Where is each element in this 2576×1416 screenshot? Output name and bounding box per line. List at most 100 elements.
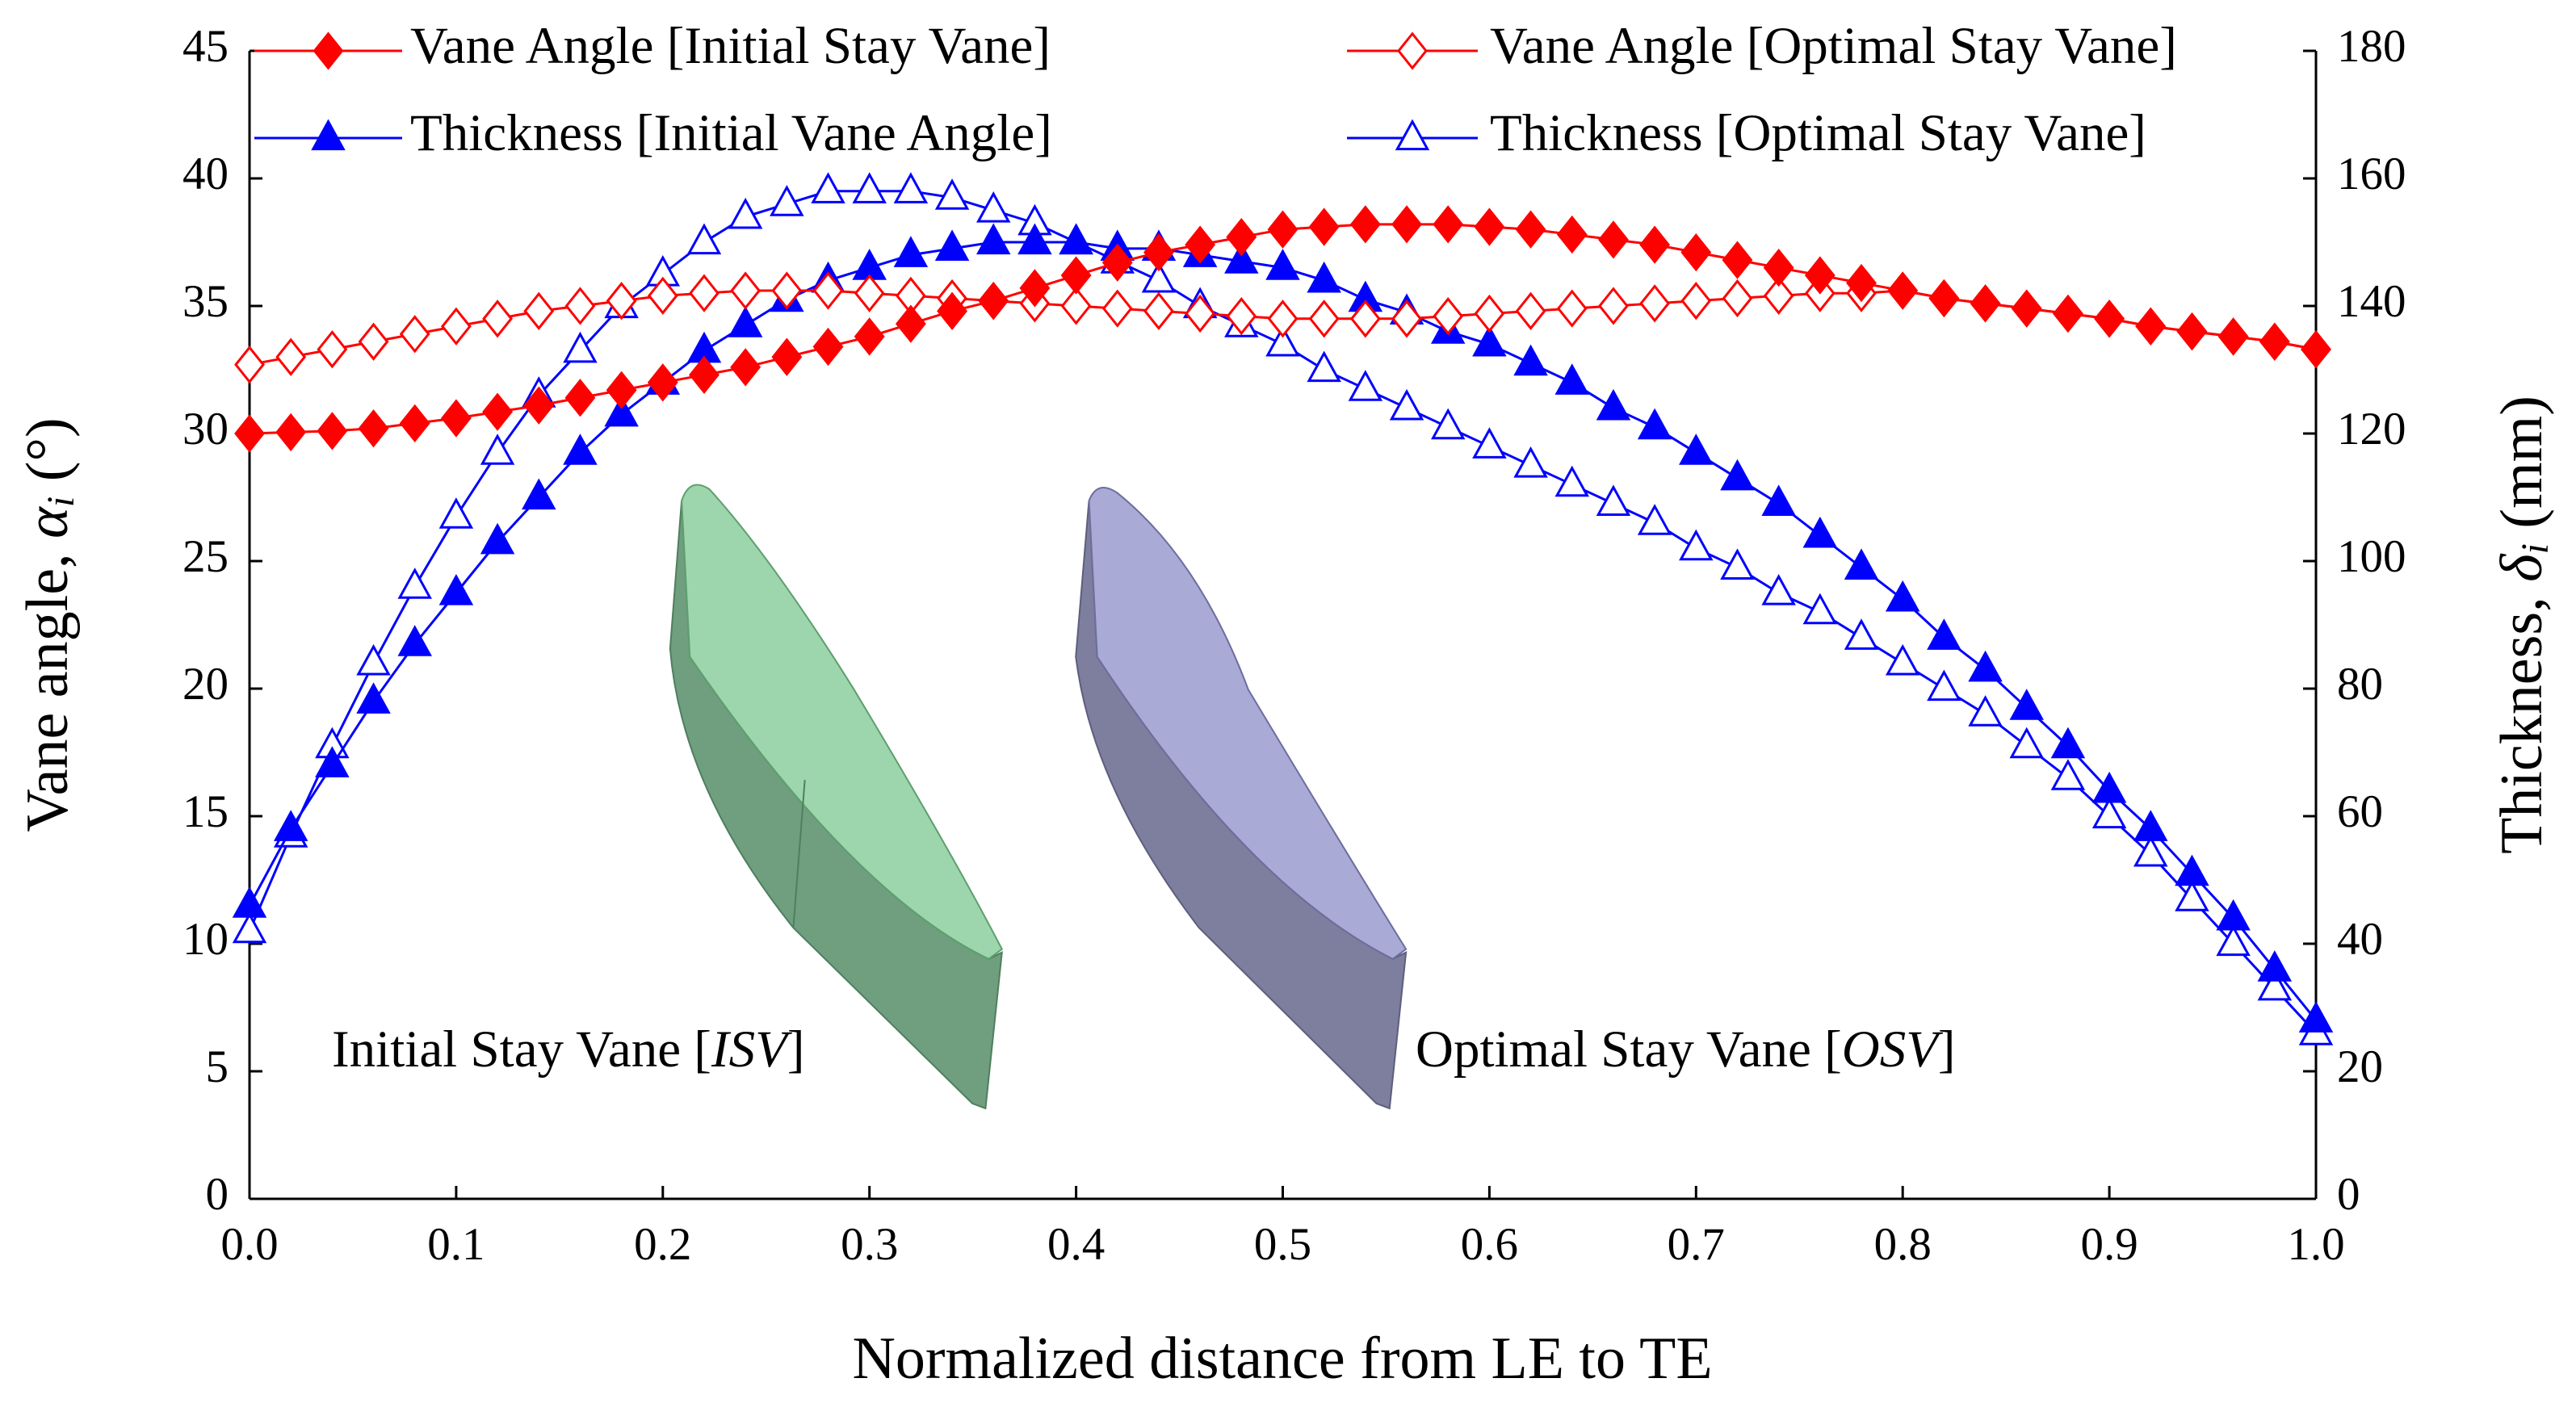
x-tick-label: 0.0 bbox=[220, 1219, 278, 1270]
x-tick-label: 0.6 bbox=[1461, 1219, 1518, 1270]
data-point bbox=[1060, 287, 1092, 325]
y-title-part: Vane angle, bbox=[15, 538, 81, 832]
y2-title-part: (mm) bbox=[2489, 396, 2555, 543]
data-point bbox=[1060, 256, 1092, 295]
data-point bbox=[937, 291, 967, 330]
data-point bbox=[812, 271, 844, 310]
data-point bbox=[1348, 370, 1383, 401]
y-title-part: (°) bbox=[15, 417, 81, 496]
data-point bbox=[1391, 300, 1422, 338]
data-point bbox=[771, 271, 803, 310]
data-point bbox=[1968, 650, 2003, 682]
data-point bbox=[1349, 300, 1381, 338]
x-axis-title: Normalized distance from LE to TE bbox=[852, 1326, 1712, 1392]
data-point bbox=[1637, 408, 1672, 440]
y-tick-label: 40 bbox=[183, 149, 229, 199]
y2-tick-label: 60 bbox=[2337, 786, 2383, 837]
y2-title-part: δ bbox=[2489, 553, 2555, 582]
data-point bbox=[1639, 225, 1671, 264]
data-point bbox=[2175, 854, 2209, 886]
data-point bbox=[482, 300, 514, 338]
legend-marker bbox=[313, 31, 344, 70]
data-point bbox=[1185, 294, 1216, 333]
data-point bbox=[771, 337, 803, 376]
data-point bbox=[2091, 771, 2127, 803]
y2-tick-label: 100 bbox=[2337, 531, 2406, 582]
data-point bbox=[647, 276, 678, 316]
data-point bbox=[893, 236, 929, 267]
data-point bbox=[2217, 317, 2249, 356]
data-point bbox=[647, 363, 678, 402]
data-point bbox=[1598, 287, 1629, 325]
data-point bbox=[1307, 261, 1341, 293]
y-tick-label: 5 bbox=[206, 1041, 229, 1092]
y2-axis-title: Thickness, δi (mm) bbox=[2489, 396, 2557, 854]
y2-tick-label: 0 bbox=[2337, 1169, 2360, 1220]
y-axis-title: Vane angle, αi (°) bbox=[15, 417, 82, 832]
annotation: Initial Stay Vane [ISV] bbox=[332, 1020, 804, 1079]
data-point bbox=[358, 322, 389, 361]
data-point bbox=[482, 392, 514, 431]
data-point bbox=[854, 317, 885, 356]
x-tick-label: 0.7 bbox=[1668, 1219, 1725, 1270]
data-point bbox=[1598, 220, 1629, 259]
data-point bbox=[1267, 300, 1298, 338]
annotation-part: Optimal Stay Vane [ bbox=[1416, 1020, 1842, 1079]
data-point bbox=[564, 287, 596, 325]
data-point bbox=[893, 172, 929, 203]
data-point bbox=[564, 379, 596, 417]
data-point bbox=[770, 185, 804, 216]
data-point bbox=[1101, 289, 1133, 328]
y-tick-label: 25 bbox=[183, 531, 229, 582]
data-point bbox=[1844, 618, 1879, 650]
y2-tick-label: 160 bbox=[2337, 149, 2406, 199]
data-point bbox=[1722, 279, 1753, 318]
y2-tick-label: 40 bbox=[2337, 914, 2383, 965]
data-point bbox=[563, 434, 598, 465]
y-tick-label: 45 bbox=[183, 21, 229, 72]
data-point bbox=[811, 172, 845, 203]
y2-tick-label: 20 bbox=[2337, 1041, 2383, 1092]
data-point bbox=[2009, 727, 2044, 759]
data-point bbox=[563, 331, 598, 363]
data-point bbox=[1101, 243, 1133, 282]
x-tick-label: 0.3 bbox=[841, 1219, 898, 1270]
data-point bbox=[2050, 759, 2086, 790]
isv-top bbox=[681, 484, 1004, 961]
data-point bbox=[232, 886, 267, 918]
annotation-part: ISV bbox=[711, 1020, 792, 1079]
data-point bbox=[1763, 276, 1794, 316]
x-tick-label: 0.8 bbox=[1874, 1219, 1932, 1270]
data-point bbox=[1844, 548, 1879, 580]
data-point bbox=[606, 371, 637, 409]
data-point bbox=[1554, 363, 1589, 395]
data-point bbox=[1433, 296, 1464, 336]
data-point bbox=[1019, 269, 1051, 308]
y2-tick-label: 120 bbox=[2337, 404, 2406, 455]
data-point bbox=[273, 810, 308, 841]
data-point bbox=[1637, 504, 1672, 535]
data-point bbox=[1556, 289, 1588, 328]
osv-top bbox=[1088, 486, 1408, 961]
x-tick-label: 0.1 bbox=[427, 1219, 485, 1270]
data-point bbox=[1885, 643, 1920, 676]
data-point bbox=[1761, 573, 1796, 605]
data-point bbox=[1265, 325, 1300, 357]
data-point bbox=[440, 399, 472, 438]
data-point bbox=[728, 306, 763, 337]
data-point bbox=[1513, 344, 1548, 376]
data-point bbox=[1515, 291, 1546, 330]
data-point bbox=[1224, 242, 1259, 274]
data-point bbox=[2011, 289, 2042, 328]
data-point bbox=[1017, 223, 1052, 255]
y-tick-label: 35 bbox=[183, 276, 229, 327]
data-point bbox=[689, 274, 720, 312]
data-point bbox=[686, 223, 722, 255]
data-point bbox=[1515, 210, 1546, 249]
legend-label: Vane Angle [Optimal Stay Vane] bbox=[1490, 17, 2177, 75]
data-point bbox=[275, 413, 307, 452]
data-point bbox=[1143, 291, 1174, 330]
annotation-part: Initial Stay Vane [ bbox=[332, 1020, 711, 1079]
data-point bbox=[1928, 279, 1960, 318]
